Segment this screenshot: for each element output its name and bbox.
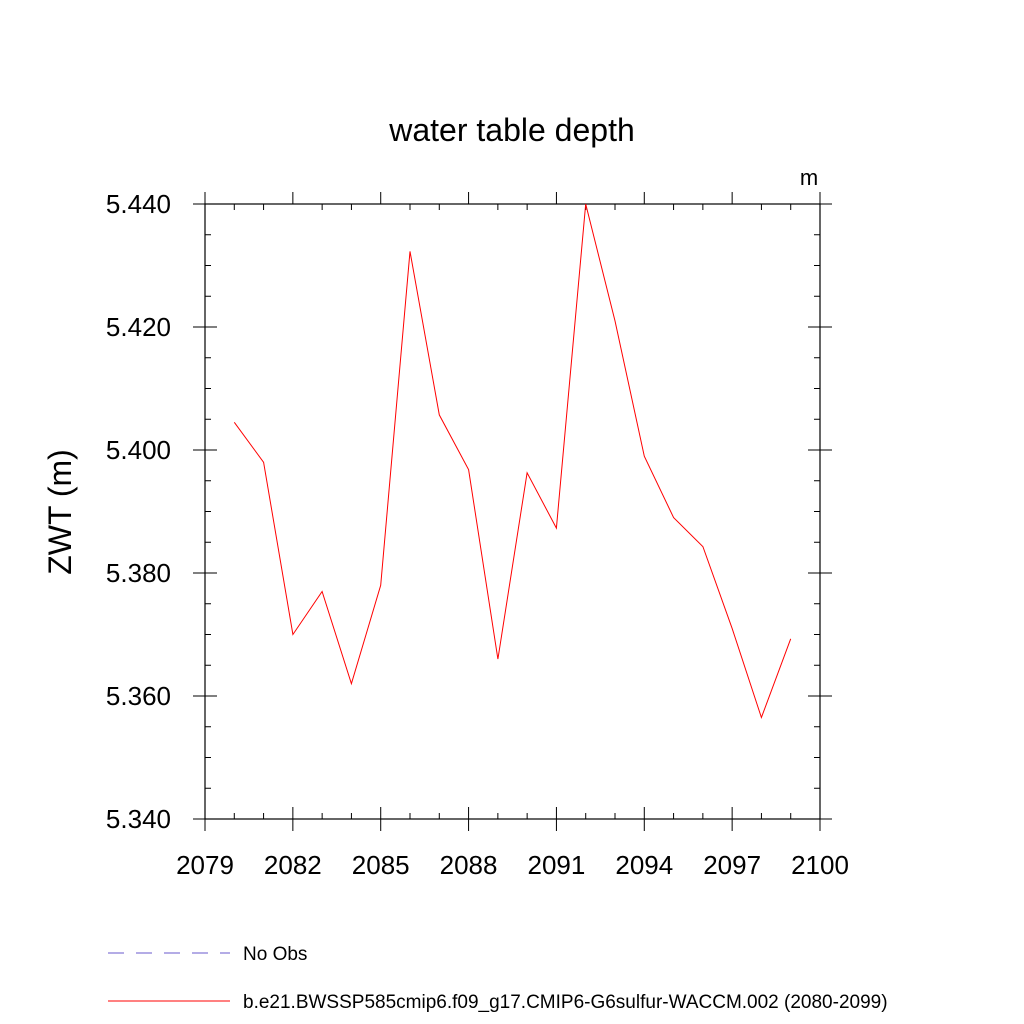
y-tick-label: 5.380	[106, 558, 171, 588]
x-tick-label: 2100	[791, 850, 849, 880]
y-axis-label: ZWT (m)	[42, 449, 78, 575]
y-tick-label: 5.440	[106, 189, 171, 219]
x-tick-label: 2094	[615, 850, 673, 880]
series-layer	[233, 203, 792, 720]
x-tick-label: 2082	[264, 850, 322, 880]
chart-title: water table depth	[388, 112, 635, 148]
y-tick-label: 5.340	[106, 804, 171, 834]
units-label: m	[800, 165, 818, 190]
x-tick-label: 2085	[352, 850, 410, 880]
y-tick-label: 5.400	[106, 435, 171, 465]
x-tick-label: 2079	[176, 850, 234, 880]
series-line	[233, 203, 792, 720]
x-tick-label: 2088	[440, 850, 498, 880]
axis-ticks: 2079 2082 2085 2088 2091 2094 2097 2100 5.340 5.3…	[106, 189, 849, 880]
legend-label: No Obs	[243, 944, 307, 965]
x-tick-label: 2091	[528, 850, 586, 880]
legend-label: b.e21.BWSSP585cmip6.f09_g17.CMIP6-G6sulf…	[243, 992, 888, 1013]
plot-frame	[204, 203, 821, 820]
x-tick-label: 2097	[703, 850, 761, 880]
y-tick-label: 5.420	[106, 312, 171, 342]
legend: No Obs b.e21.BWSSP585cmip6.f09_g17.CMIP6-…	[108, 944, 888, 1013]
y-tick-label: 5.360	[106, 681, 171, 711]
